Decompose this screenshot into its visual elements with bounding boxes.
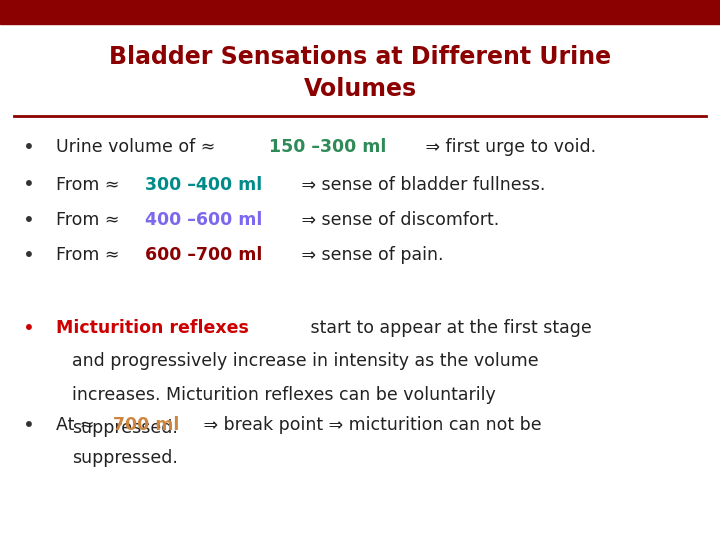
Text: 400 –600 ml: 400 –600 ml [145, 211, 262, 228]
Text: •: • [23, 319, 35, 338]
Text: 150 –300 ml: 150 –300 ml [269, 138, 386, 156]
Text: Micturition reflexes: Micturition reflexes [56, 319, 249, 336]
Text: •: • [23, 176, 35, 194]
Text: ⇒ first urge to void.: ⇒ first urge to void. [420, 138, 596, 156]
Text: From ≈: From ≈ [56, 176, 125, 193]
Text: 700 ml: 700 ml [113, 416, 179, 434]
Text: increases. Micturition reflexes can be voluntarily: increases. Micturition reflexes can be v… [72, 386, 496, 403]
Text: From ≈: From ≈ [56, 211, 125, 228]
Text: ⇒ sense of pain.: ⇒ sense of pain. [297, 246, 444, 264]
Text: ⇒ sense of discomfort.: ⇒ sense of discomfort. [297, 211, 500, 228]
Text: and progressively increase in intensity as the volume: and progressively increase in intensity … [72, 352, 539, 370]
Text: •: • [23, 416, 35, 435]
Bar [0, 0, 720, 24]
Text: •: • [23, 211, 35, 229]
Text: Volumes: Volumes [303, 77, 417, 101]
Text: At ≈: At ≈ [56, 416, 100, 434]
Text: Urine volume of ≈: Urine volume of ≈ [56, 138, 221, 156]
Text: ⇒ break point ⇒ micturition can not be: ⇒ break point ⇒ micturition can not be [199, 416, 542, 434]
Text: 300 –400 ml: 300 –400 ml [145, 176, 262, 193]
Text: ⇒ sense of bladder fullness.: ⇒ sense of bladder fullness. [297, 176, 546, 193]
Text: suppressed.: suppressed. [72, 419, 178, 437]
Text: •: • [23, 138, 35, 157]
Text: start to appear at the first stage: start to appear at the first stage [305, 319, 592, 336]
Text: From ≈: From ≈ [56, 246, 125, 264]
Text: 600 –700 ml: 600 –700 ml [145, 246, 262, 264]
Text: Bladder Sensations at Different Urine: Bladder Sensations at Different Urine [109, 45, 611, 69]
Text: suppressed.: suppressed. [72, 449, 178, 467]
Text: •: • [23, 246, 35, 265]
